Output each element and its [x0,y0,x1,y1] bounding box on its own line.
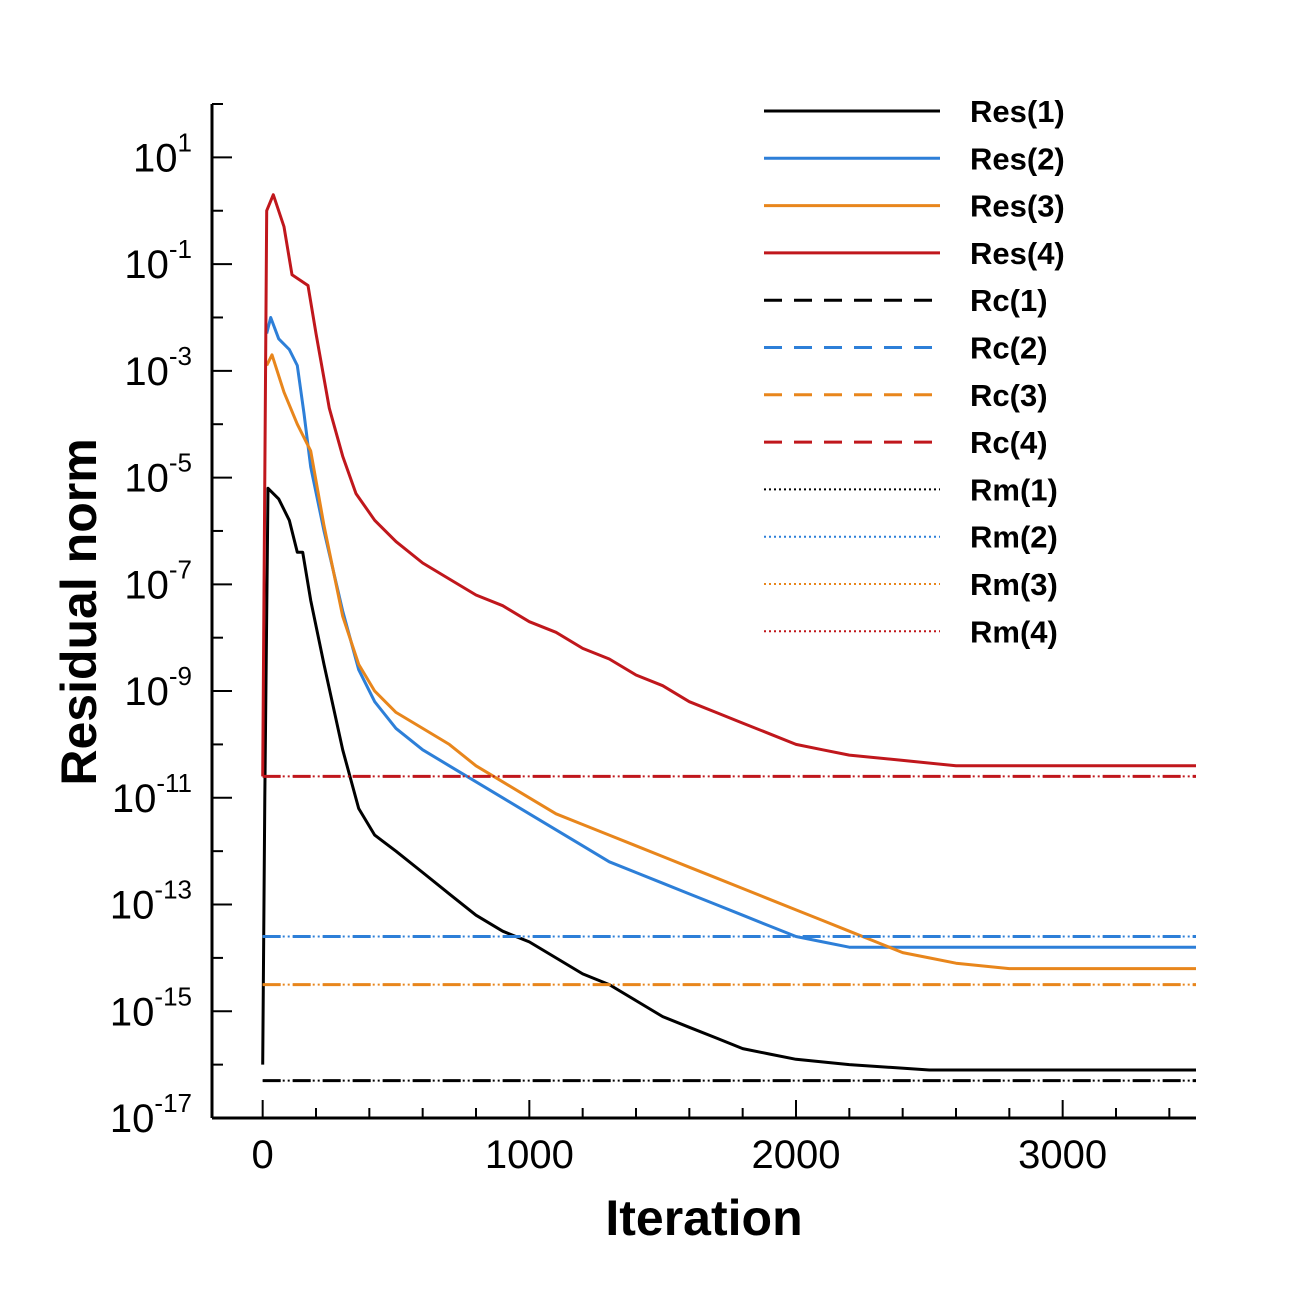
legend-label: Rc(4) [970,425,1048,460]
y-tick-label: 10-7 [124,554,192,607]
y-tick-label: 10-3 [124,341,192,394]
legend-label: Rm(3) [970,567,1058,602]
y-tick-label: 10-5 [124,448,192,501]
x-tick-label: 1000 [485,1133,574,1177]
legend-label: Rm(1) [970,472,1058,507]
legend: Res(1) Res(2) Res(3) Res(4) Rc(1) Rc(2) Rc(3) R… [764,94,1065,649]
x-axis-title: Iteration [605,1190,802,1246]
series-line-res-4 [261,193,1196,777]
legend-label: Res(1) [970,94,1065,129]
x-tick-label: 2000 [752,1133,841,1177]
series-line-res-2 [265,316,1196,949]
legend-label: Rc(2) [970,331,1048,366]
legend-label: Res(2) [970,141,1065,176]
y-tick-label: 10-17 [110,1088,192,1141]
y-tick-label: 101 [133,127,192,180]
series-layer [261,193,1196,1083]
x-tick-label: 0 [252,1133,274,1177]
y-tick-label: 10-1 [124,234,192,287]
legend-label: Rm(4) [970,614,1058,649]
series-line-res-3 [265,353,1196,971]
legend-label: Rm(2) [970,520,1058,555]
legend-label: Res(3) [970,189,1065,224]
legend-label: Rc(1) [970,283,1048,318]
y-axis-title: Residual norm [51,438,107,785]
legend-label: Rc(3) [970,378,1048,413]
x-tick-label: 3000 [1018,1133,1107,1177]
legend-label: Res(4) [970,236,1065,271]
axes-layer: 0 1000 2000 3000 101 10-1 10-3 10-5 10-7 10-9 10-1… [110,103,1196,1177]
y-tick-label: 10-13 [110,875,192,928]
y-tick-label: 10-11 [112,768,192,821]
y-tick-label: 10-9 [124,661,192,714]
y-tick-label: 10-15 [110,981,192,1034]
series-line-res-1 [261,486,1196,1072]
